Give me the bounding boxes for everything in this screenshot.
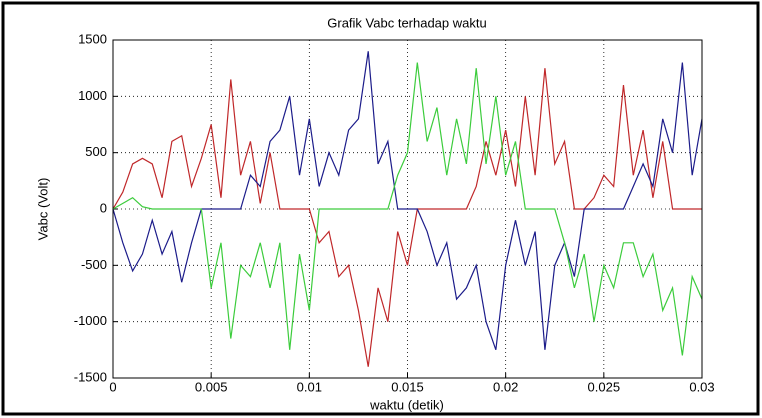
y-tick-label: 1500 <box>78 31 107 46</box>
y-tick-label: -1500 <box>74 369 107 384</box>
data-line <box>112 68 702 367</box>
plot-area-border <box>112 39 703 379</box>
x-tick-label: 0.03 <box>689 379 714 394</box>
y-axis-label: Vabc (Volt) <box>35 178 50 241</box>
y-tick-label: 1000 <box>78 88 107 103</box>
y-tick-label: -500 <box>81 257 107 272</box>
y-tick-label: 0 <box>100 200 107 215</box>
y-tick-label: 500 <box>85 144 107 159</box>
x-tick-label: 0.005 <box>195 379 228 394</box>
x-axis-label: waktu (detik) <box>369 397 444 412</box>
x-tick-label: 0 <box>109 379 116 394</box>
x-tick-label: 0.025 <box>588 379 621 394</box>
x-tick-label: 0.02 <box>493 379 518 394</box>
x-tick-label: 0.015 <box>391 379 424 394</box>
x-tick-label: 0.01 <box>297 379 322 394</box>
y-tick-label: -1000 <box>74 313 107 328</box>
data-line <box>112 62 703 356</box>
data-line <box>112 51 703 351</box>
chart-title: Grafik Vabc terhadap waktu <box>327 15 486 30</box>
